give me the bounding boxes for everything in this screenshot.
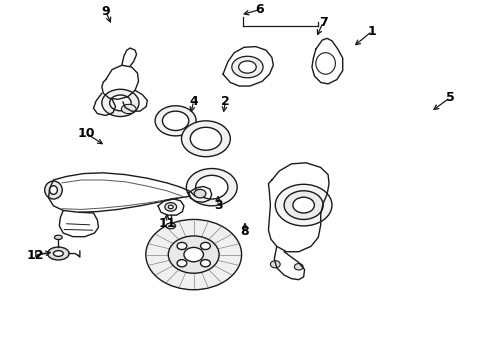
Ellipse shape <box>239 61 256 73</box>
Text: 9: 9 <box>101 5 110 18</box>
Text: 2: 2 <box>221 95 230 108</box>
Text: 4: 4 <box>189 95 198 108</box>
Text: 8: 8 <box>241 225 249 238</box>
Ellipse shape <box>177 242 187 249</box>
Ellipse shape <box>122 104 136 114</box>
Ellipse shape <box>194 189 206 198</box>
Ellipse shape <box>284 191 323 220</box>
Ellipse shape <box>155 106 196 136</box>
Ellipse shape <box>168 236 219 273</box>
Text: 3: 3 <box>214 199 222 212</box>
Ellipse shape <box>196 175 228 199</box>
Ellipse shape <box>146 220 242 290</box>
Ellipse shape <box>270 261 280 268</box>
Ellipse shape <box>168 205 173 209</box>
Ellipse shape <box>184 247 203 262</box>
Ellipse shape <box>186 168 237 206</box>
Ellipse shape <box>45 181 62 199</box>
Ellipse shape <box>110 95 131 111</box>
Ellipse shape <box>49 186 57 194</box>
Ellipse shape <box>200 260 210 267</box>
Ellipse shape <box>162 111 189 131</box>
Ellipse shape <box>53 251 63 256</box>
Text: 1: 1 <box>368 25 376 38</box>
Text: 11: 11 <box>158 216 175 230</box>
Text: 12: 12 <box>26 249 44 262</box>
Ellipse shape <box>190 127 221 150</box>
Text: 7: 7 <box>319 16 327 29</box>
Ellipse shape <box>48 247 69 260</box>
Ellipse shape <box>54 235 62 239</box>
Ellipse shape <box>181 121 230 157</box>
Ellipse shape <box>177 260 187 267</box>
Ellipse shape <box>102 89 139 117</box>
Ellipse shape <box>165 203 176 211</box>
Ellipse shape <box>232 56 263 78</box>
Ellipse shape <box>166 223 175 229</box>
Ellipse shape <box>200 242 210 249</box>
Text: 5: 5 <box>446 91 455 104</box>
Text: 10: 10 <box>77 127 95 140</box>
Ellipse shape <box>293 197 315 213</box>
Ellipse shape <box>275 184 332 226</box>
Ellipse shape <box>294 264 303 270</box>
Text: 6: 6 <box>255 3 264 16</box>
